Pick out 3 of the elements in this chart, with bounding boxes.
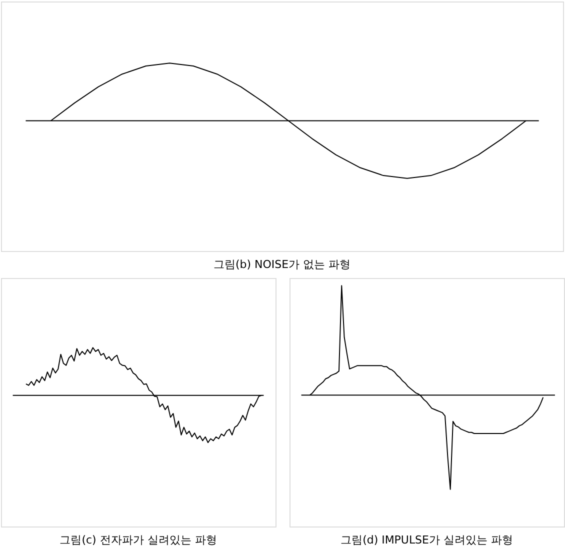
text: 그림(b) NOISE가 없는 파형 (214, 258, 350, 272)
text: 그림(c) 전자파가 실려있는 파형 (60, 534, 217, 547)
text: 그림(d) IMPULSE가 실려있는 파형 (340, 534, 513, 547)
